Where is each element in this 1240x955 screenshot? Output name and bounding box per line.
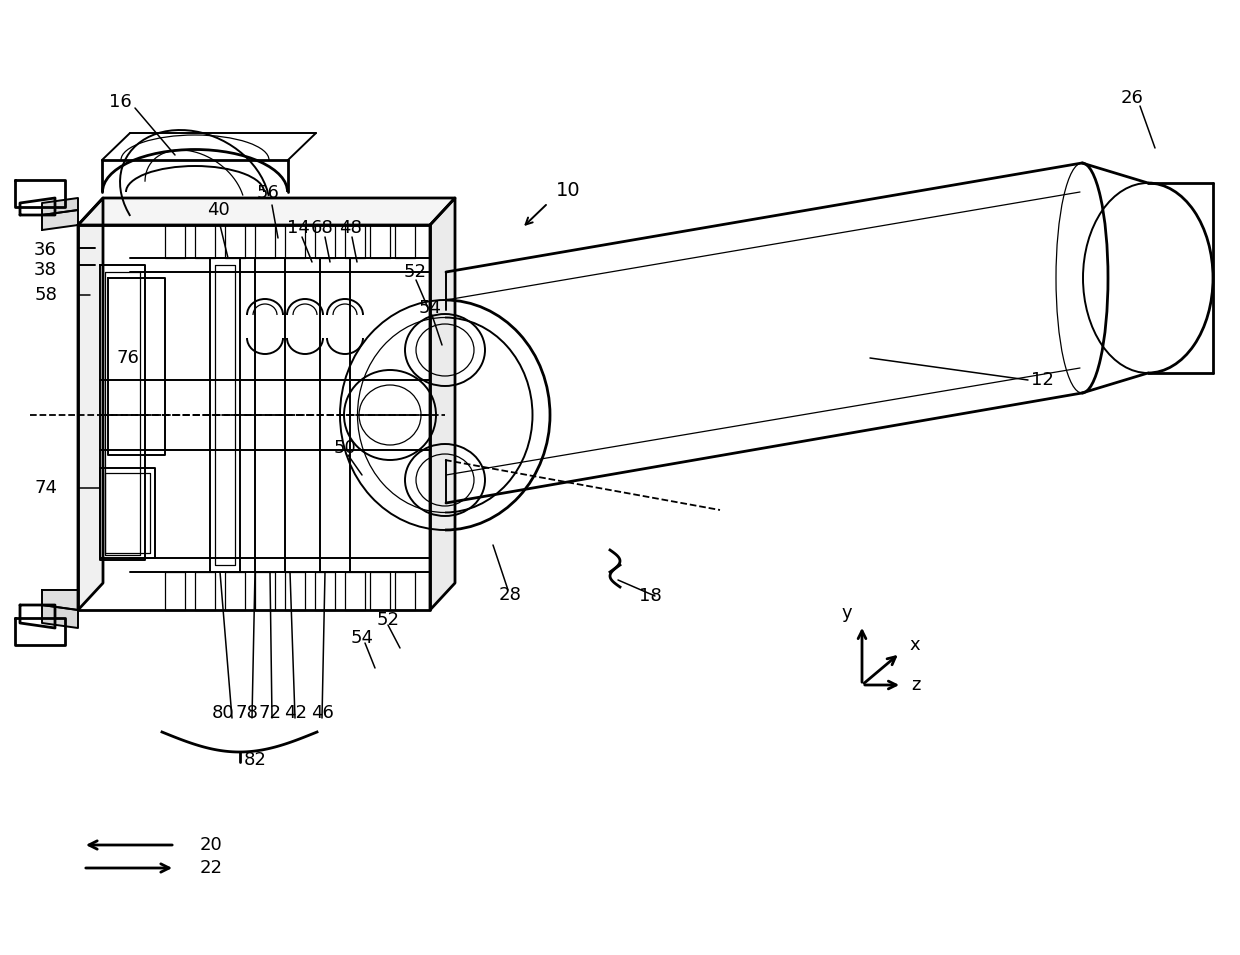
Text: 20: 20 <box>200 836 223 854</box>
Text: 54: 54 <box>419 299 441 317</box>
Text: 36: 36 <box>35 241 57 259</box>
Text: 58: 58 <box>35 286 57 304</box>
Text: z: z <box>911 676 920 694</box>
Text: 50: 50 <box>334 439 356 457</box>
Polygon shape <box>42 590 78 610</box>
Polygon shape <box>42 198 78 215</box>
Text: 38: 38 <box>35 261 57 279</box>
Text: y: y <box>842 604 852 622</box>
Polygon shape <box>42 605 78 628</box>
Text: 80: 80 <box>212 704 234 722</box>
Text: 18: 18 <box>639 587 661 605</box>
Text: 12: 12 <box>1030 371 1054 389</box>
Text: 48: 48 <box>339 219 361 237</box>
Text: 42: 42 <box>284 704 308 722</box>
Text: 14: 14 <box>286 219 310 237</box>
Text: 72: 72 <box>258 704 281 722</box>
Text: 26: 26 <box>1121 89 1143 107</box>
Text: 56: 56 <box>257 184 279 202</box>
Text: 68: 68 <box>311 219 334 237</box>
Text: 46: 46 <box>311 704 335 722</box>
Text: x: x <box>910 636 920 654</box>
Text: 10: 10 <box>556 180 580 200</box>
Text: 22: 22 <box>200 859 223 877</box>
Polygon shape <box>430 198 455 610</box>
Polygon shape <box>42 210 78 230</box>
Text: 40: 40 <box>207 201 229 219</box>
Polygon shape <box>78 198 103 610</box>
Text: 76: 76 <box>117 349 139 367</box>
Text: 74: 74 <box>33 479 57 497</box>
Text: 52: 52 <box>403 263 427 281</box>
Text: 52: 52 <box>377 611 399 629</box>
Text: 82: 82 <box>243 751 267 769</box>
Text: 16: 16 <box>109 93 131 111</box>
Text: 54: 54 <box>351 629 373 647</box>
Text: 28: 28 <box>498 586 522 604</box>
Polygon shape <box>78 198 455 225</box>
Text: 78: 78 <box>236 704 258 722</box>
